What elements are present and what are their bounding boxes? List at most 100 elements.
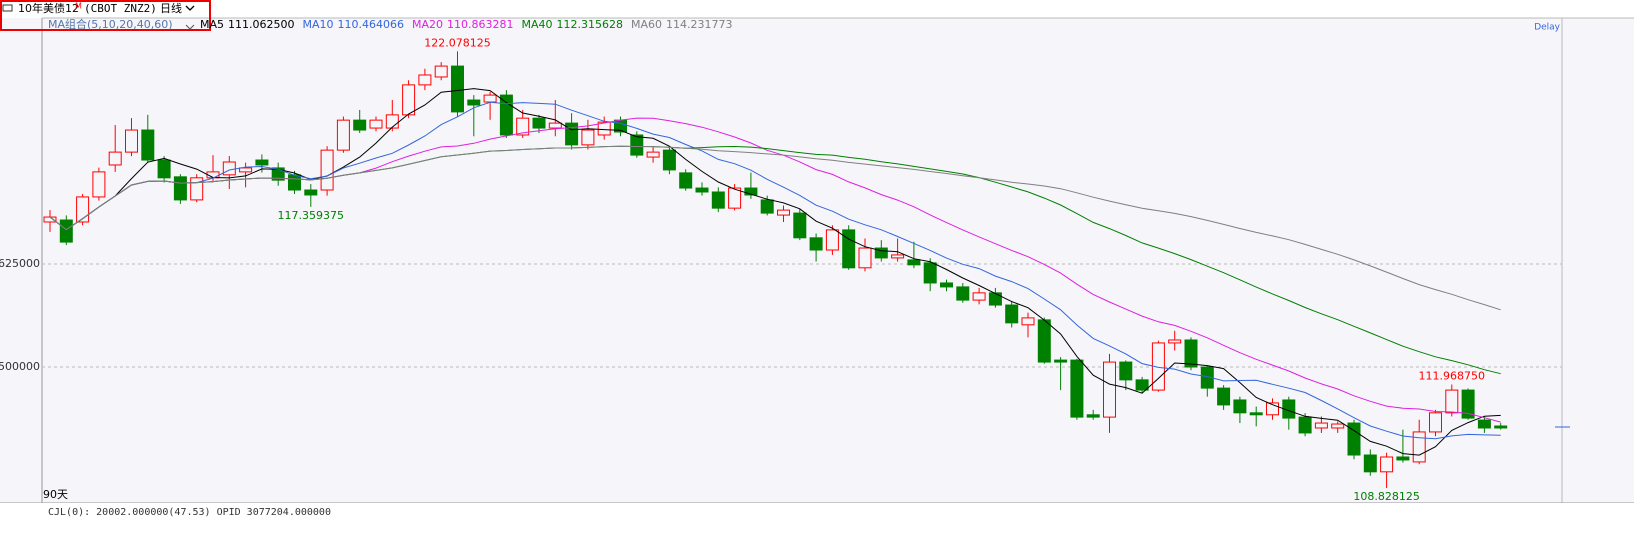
y-tick-label: 112.500000 [0, 360, 40, 373]
candle-body [1396, 456, 1410, 461]
candle-body [891, 254, 905, 259]
candle-body [1054, 359, 1068, 363]
candle-body [467, 99, 481, 106]
candle-body [907, 259, 921, 266]
extreme-label: 111.968750 [1419, 370, 1485, 383]
legend-value: 114.231773 [666, 18, 732, 31]
candle-body [1233, 399, 1247, 414]
candle-body [1363, 454, 1377, 473]
footer-text: CJL(0): 20002.000000(47.53) OPID 3077204… [48, 507, 331, 518]
candle-body [711, 191, 725, 209]
candle-body [679, 172, 693, 189]
candle-body [418, 74, 432, 86]
candle-body [744, 187, 758, 196]
candle-body [1070, 359, 1084, 418]
candle-body [76, 196, 90, 223]
candle-body [125, 129, 138, 153]
candle-body [956, 286, 970, 301]
icon [2, 4, 13, 12]
candle-body [1037, 319, 1051, 363]
candle-body [858, 247, 872, 269]
title: 10年美债12 [18, 1, 79, 15]
candle-body [1119, 361, 1133, 381]
candle-body [1103, 361, 1116, 418]
candle-body [271, 167, 285, 181]
candle-body [304, 189, 318, 196]
candle-body [59, 219, 73, 243]
candle-body [1331, 423, 1345, 429]
candle-body [369, 119, 383, 129]
legend-name: MA5 [200, 18, 224, 31]
candle-body [1412, 431, 1426, 463]
ma-line [49, 101, 1501, 440]
candle-body [760, 199, 774, 214]
candle-body [108, 151, 122, 166]
ma-line [49, 88, 1501, 456]
candle-body [793, 212, 807, 239]
legend-value: 110.863281 [447, 18, 513, 31]
candle-body [173, 176, 187, 201]
candle-body [434, 65, 448, 78]
legend-name: MA20 [412, 18, 443, 31]
symbol: (CBOT ZNZ2) [84, 2, 157, 15]
candle-body [1200, 366, 1214, 389]
candle-body [565, 122, 579, 146]
candle-body [874, 247, 888, 259]
delay-label: Delay [1534, 23, 1560, 33]
candle-body [288, 174, 301, 191]
extreme-label: 122.078125 [424, 36, 490, 49]
candle-body [728, 187, 742, 209]
candle-body [1135, 379, 1149, 391]
candle-body [842, 229, 856, 269]
candle-body [451, 65, 464, 113]
legend-name: MA10 [303, 18, 334, 31]
candle-body [1021, 317, 1035, 326]
extreme-label: 108.828125 [1353, 490, 1419, 503]
candle-body [1314, 422, 1328, 429]
candle-body [222, 161, 236, 176]
candle-body [1184, 339, 1198, 368]
legend-name: MA60 [631, 18, 662, 31]
candle-body [141, 129, 155, 161]
candle-body [190, 177, 204, 201]
candle-body [923, 262, 937, 284]
y-tick-label: 115.625000 [0, 257, 40, 270]
candle-body [1266, 402, 1279, 416]
candle-body [1298, 416, 1312, 434]
candle-body [1282, 399, 1296, 419]
candle-body [157, 159, 171, 179]
legend-value: 111.062500 [228, 18, 294, 31]
candle-body [1429, 412, 1442, 433]
candle-body [43, 216, 57, 223]
header-bar [0, 0, 1634, 18]
candle-body [1380, 456, 1394, 473]
candle-body [532, 117, 546, 129]
candle-body [1217, 387, 1231, 406]
candle-body [630, 134, 644, 156]
span-label: 90天 [43, 488, 68, 501]
candle-body [646, 151, 660, 158]
ma-dropdown[interactable] [185, 24, 195, 30]
legend-name: MA40 [522, 18, 553, 31]
candle-body [1151, 342, 1165, 391]
candle-body [1086, 414, 1100, 418]
ma-line [49, 145, 1501, 311]
dropdown-arrow[interactable] [185, 5, 195, 11]
ma-group[interactable]: MA组合(5,10,20,40,60) [48, 17, 173, 31]
candle-body [662, 149, 676, 171]
candle-body [1477, 419, 1491, 429]
candle-body [1347, 422, 1361, 456]
candle-body [385, 114, 399, 129]
period-select[interactable]: 日线 [160, 1, 182, 15]
candle-body [1445, 389, 1459, 414]
candle-body [1494, 425, 1508, 429]
candle-body [516, 117, 530, 136]
candle-body [1249, 412, 1263, 416]
legend-value: 112.315628 [557, 18, 623, 31]
candle-body [548, 122, 562, 129]
candle-body [353, 119, 367, 131]
candle-body [825, 229, 839, 251]
highlight-box [0, 0, 211, 31]
